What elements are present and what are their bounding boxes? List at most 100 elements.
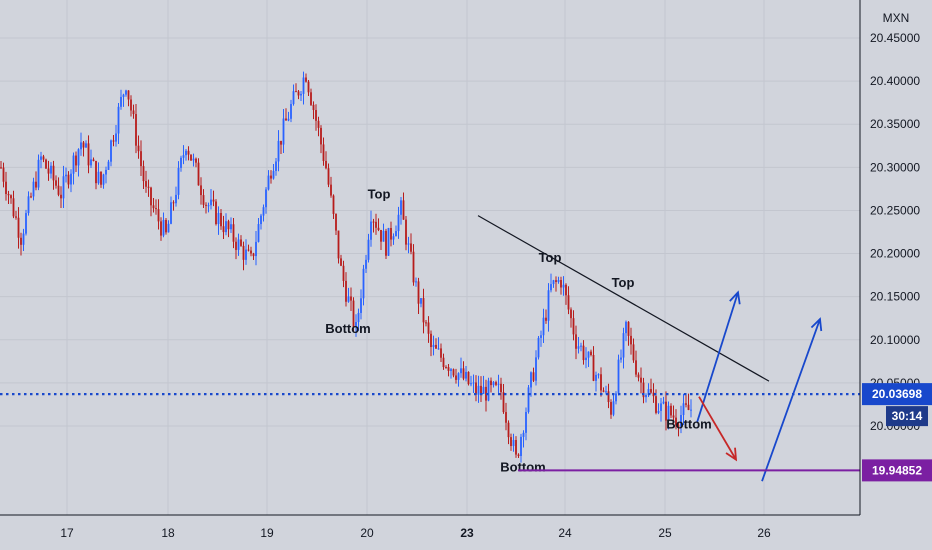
candle (195, 157, 197, 168)
candle (480, 376, 482, 402)
candle (182, 145, 185, 165)
candle (262, 204, 265, 222)
candle (210, 188, 212, 210)
candle (637, 372, 640, 382)
candle (460, 357, 462, 378)
trendline[interactable] (477, 215, 770, 382)
candle (12, 190, 15, 219)
candle (127, 90, 130, 107)
candle (545, 309, 547, 324)
candle (152, 198, 155, 213)
candle (227, 219, 230, 238)
candle (515, 436, 517, 458)
candle (690, 399, 692, 418)
candle (185, 148, 187, 161)
candle (672, 405, 675, 425)
candle (67, 171, 70, 189)
y-tick-label: 20.25000 (870, 203, 920, 217)
arrow-up[interactable] (696, 290, 741, 423)
candle (215, 199, 217, 226)
currency-label: MXN (883, 11, 910, 25)
candle (585, 347, 587, 369)
support-price-tag: 19.94852 (862, 459, 932, 482)
candle (612, 394, 615, 417)
candle (467, 371, 470, 386)
candle (255, 230, 257, 266)
candle (60, 186, 62, 208)
x-tick-label: 19 (260, 526, 274, 540)
candle (122, 93, 125, 107)
candle (232, 218, 235, 249)
candle (57, 177, 60, 197)
candle (522, 430, 525, 448)
candle (380, 229, 382, 251)
candle (482, 375, 485, 394)
candle (170, 196, 172, 225)
plot-area[interactable] (0, 0, 860, 515)
candle (627, 321, 630, 346)
candle (477, 375, 480, 403)
candle (495, 380, 497, 387)
candle (475, 375, 477, 402)
candle (165, 218, 167, 235)
top-label: Top (612, 275, 635, 290)
candle (395, 225, 397, 237)
candle (225, 213, 227, 236)
candle (50, 162, 52, 179)
candle (530, 371, 532, 397)
candle (85, 140, 87, 148)
candle (352, 297, 355, 332)
candle (310, 88, 312, 107)
candle (507, 420, 510, 445)
candle (410, 233, 412, 255)
candle (675, 409, 677, 430)
candle (575, 325, 577, 360)
candle (517, 453, 520, 459)
candle (147, 179, 150, 197)
arrow-down[interactable] (698, 396, 738, 462)
candle (377, 218, 380, 232)
x-tick-label: 17 (60, 526, 74, 540)
candle (470, 375, 472, 387)
grid (0, 0, 860, 515)
candle (667, 401, 670, 430)
price-axis[interactable]: MXN 20.45000 20.40000 20.35000 20.30000 20.2… (870, 11, 920, 433)
candle (600, 367, 602, 397)
candle (350, 287, 352, 312)
candle (552, 279, 555, 288)
candle (55, 175, 57, 189)
time-axis[interactable]: 17 18 19 20 23 24 25 26 (60, 526, 771, 540)
candle (52, 160, 55, 190)
candle (487, 377, 490, 402)
candle (375, 213, 377, 235)
candle (555, 276, 557, 292)
candle (505, 402, 507, 431)
candle (620, 349, 622, 363)
candle (497, 374, 500, 394)
candle (117, 103, 120, 144)
candle (512, 433, 515, 452)
candle (387, 227, 390, 256)
candle (162, 212, 165, 238)
candle (157, 199, 160, 230)
candle (345, 272, 347, 307)
candle (112, 135, 115, 147)
candle (340, 254, 342, 267)
arrow-up[interactable] (761, 317, 823, 482)
candle (80, 132, 82, 156)
candle (245, 239, 247, 265)
candle (425, 320, 427, 327)
candle (642, 377, 645, 404)
candle (75, 151, 77, 173)
candle (577, 337, 580, 354)
y-tick-label: 20.30000 (870, 160, 920, 174)
candle (462, 361, 465, 381)
price-lines (0, 393, 860, 472)
candle (5, 171, 7, 201)
candle (142, 160, 145, 189)
candle (417, 277, 420, 315)
candle (172, 200, 175, 211)
axis-tags: 20.03698 30:14 19.94852 (862, 383, 932, 482)
y-tick-label: 20.10000 (870, 333, 920, 347)
